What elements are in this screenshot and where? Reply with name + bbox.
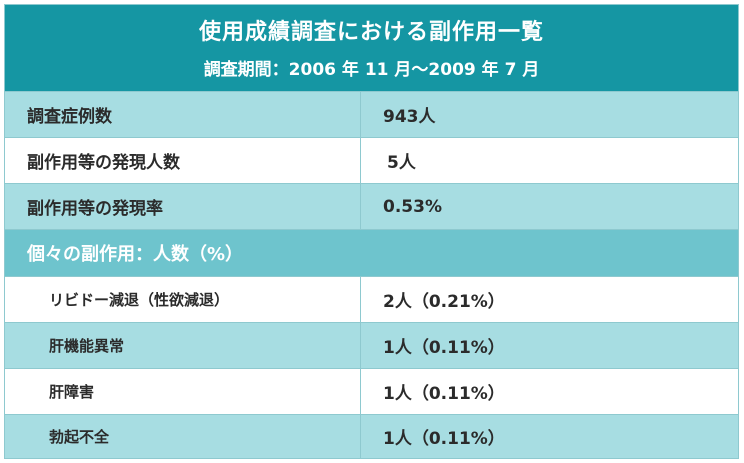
row-label: 副作用等の発現人数 xyxy=(27,153,180,173)
table-row: 副作用等の発現率 0.53% xyxy=(5,183,738,229)
section-header: 個々の副作用：人数（%） xyxy=(5,229,738,276)
table-row: 副作用等の発現人数 5人 xyxy=(5,137,738,183)
table-row: 肝障害 1人（0.11%） xyxy=(5,368,738,414)
table-row: 肝機能異常 1人（0.11%） xyxy=(5,322,738,368)
row-value: 0.53% xyxy=(360,184,738,229)
row-value: 943人 xyxy=(360,92,738,137)
row-label: リビドー減退（性欲減退） xyxy=(49,291,230,309)
table-row: 勃起不全 1人（0.11%） xyxy=(5,414,738,458)
row-label: 勃起不全 xyxy=(49,428,110,446)
row-value: 1人（0.11%） xyxy=(360,323,738,368)
row-value: 5人 xyxy=(360,138,738,183)
table-row: リビドー減退（性欲減退） 2人（0.21%） xyxy=(5,276,738,322)
survey-period: 調査期間：2006 年 11 月～2009 年 7 月 xyxy=(203,60,540,80)
table-title: 使用成績調査における副作用一覧 xyxy=(198,20,544,45)
row-label: 肝機能異常 xyxy=(49,337,125,355)
row-label: 副作用等の発現率 xyxy=(27,199,163,219)
row-label: 調査症例数 xyxy=(27,107,112,127)
section-label: 個々の副作用：人数（%） xyxy=(27,244,244,265)
row-value: 1人（0.11%） xyxy=(360,369,738,414)
row-label: 肝障害 xyxy=(49,383,95,401)
row-value: 1人（0.11%） xyxy=(360,415,738,458)
adverse-reaction-table: 使用成績調査における副作用一覧 調査期間：2006 年 11 月～2009 年 … xyxy=(4,4,739,459)
row-value: 2人（0.21%） xyxy=(360,277,738,322)
table-row: 調査症例数 943人 xyxy=(5,91,738,137)
table-header: 使用成績調査における副作用一覧 調査期間：2006 年 11 月～2009 年 … xyxy=(5,5,738,91)
